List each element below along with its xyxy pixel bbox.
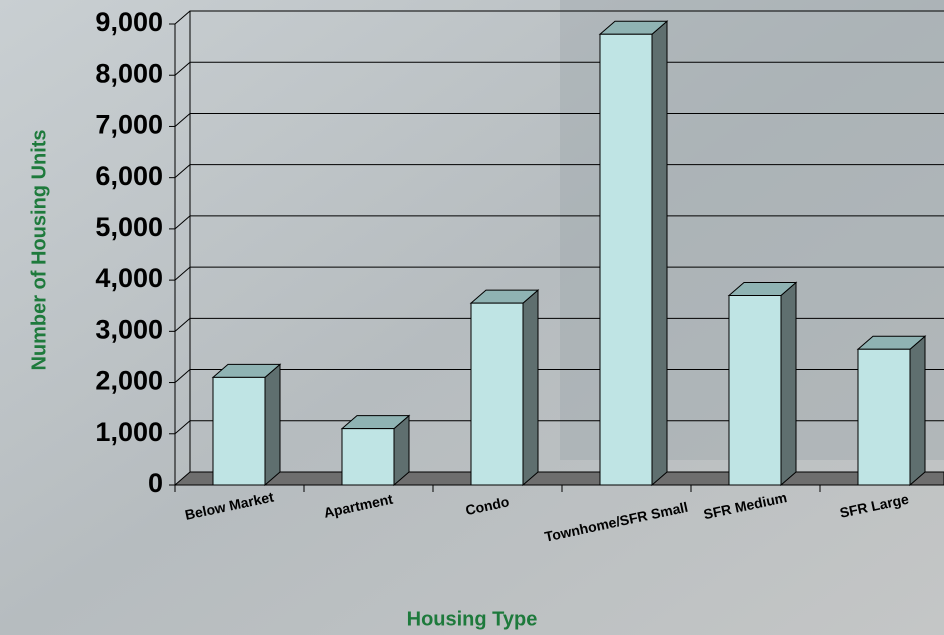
y-tick-label: 5,000: [95, 212, 163, 242]
bar: [469, 289, 540, 487]
grid-line: [174, 266, 944, 281]
bar-front: [212, 376, 266, 486]
bar: [727, 281, 798, 487]
grid-line: [174, 61, 944, 76]
y-axis-label: Number of Housing Units: [28, 129, 50, 370]
y-tick-label: 7,000: [95, 110, 163, 140]
grid-line: [174, 369, 944, 383]
bar-side: [264, 363, 281, 487]
bar: [340, 414, 411, 487]
grid-line: [174, 420, 944, 435]
bar-front: [470, 302, 524, 486]
grid-line: [174, 317, 944, 332]
x-axis-label: Housing Type: [407, 608, 538, 630]
bar-side: [522, 289, 539, 487]
bar-front: [728, 294, 782, 486]
grid-line: [174, 215, 944, 230]
bar: [856, 335, 927, 487]
grid-line: [174, 10, 944, 25]
y-tick-label: 0: [148, 468, 163, 498]
bar-side: [651, 20, 668, 487]
bar-front: [857, 348, 911, 486]
bar-side: [780, 281, 797, 487]
grid-line: [174, 112, 944, 127]
y-tick-label: 1,000: [95, 417, 163, 447]
y-tick-label: 8,000: [95, 58, 163, 88]
y-tick-label: 4,000: [95, 263, 163, 293]
bar: [598, 20, 669, 487]
bar-front: [599, 33, 653, 486]
y-tick-label: 2,000: [95, 366, 163, 396]
floor: [173, 471, 944, 486]
y-tick-label: 3,000: [95, 314, 163, 344]
bar: [211, 363, 282, 487]
y-tick-label: 6,000: [95, 161, 163, 191]
bar-front: [341, 428, 395, 486]
grid-line: [174, 164, 944, 179]
bar-side: [909, 335, 926, 487]
y-tick-label: 9,000: [95, 7, 163, 37]
